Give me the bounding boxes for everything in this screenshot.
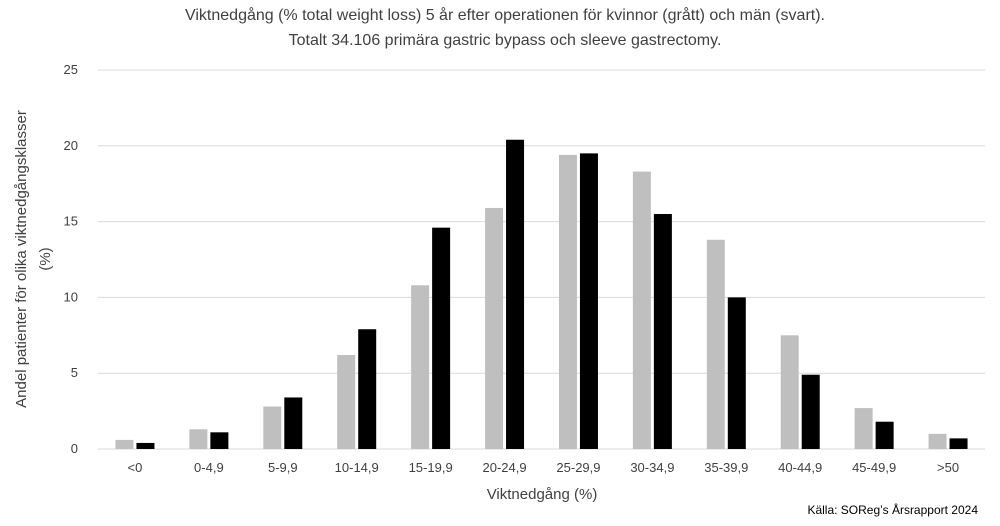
chart-title-line-1: Viktnedgång (% total weight loss) 5 år e…: [185, 6, 825, 24]
y-tick-label: 25: [64, 62, 78, 77]
y-axis-ticks: 0 5 10 15 20 25: [64, 62, 78, 456]
bar-women: [558, 154, 577, 449]
y-tick-label: 15: [64, 214, 78, 229]
y-axis-label-line-2: (%): [37, 247, 54, 270]
bar-women: [854, 408, 873, 449]
x-tick-label: 15-19,9: [409, 460, 453, 475]
x-tick-label: 5-9,9: [268, 460, 298, 475]
y-tick-label: 5: [71, 365, 78, 380]
bar-men: [432, 227, 451, 449]
bar-women: [263, 406, 282, 449]
bar-women: [337, 355, 356, 449]
bar-women: [189, 429, 208, 449]
bar-men: [136, 442, 155, 449]
y-tick-label: 0: [71, 441, 78, 456]
gridlines: [98, 69, 985, 450]
bar-men: [727, 297, 746, 449]
y-axis-label-line-1: Andel patienter för olika viktnedgångskl…: [13, 110, 30, 408]
bar-women: [632, 171, 651, 449]
bar-women: [411, 285, 430, 449]
bar-women: [115, 439, 134, 449]
bar-men: [358, 329, 377, 449]
bar-men: [284, 397, 303, 449]
bar-men: [579, 153, 598, 449]
chart-title: Viktnedgång (% total weight loss) 5 år e…: [185, 6, 825, 49]
x-axis-label: Viktnedgång (%): [487, 486, 598, 503]
bar-women: [780, 335, 799, 449]
bar-men: [653, 214, 672, 449]
bars: [115, 139, 968, 449]
y-tick-label: 20: [64, 138, 78, 153]
x-tick-label: 20-24,9: [482, 460, 526, 475]
x-tick-label: >50: [937, 460, 959, 475]
y-tick-label: 10: [64, 289, 78, 304]
source-note: Källa: SOReg’s Årsrapport 2024: [807, 502, 978, 517]
bar-women: [928, 433, 947, 449]
bar-men: [949, 438, 968, 449]
x-tick-label: 35-39,9: [704, 460, 748, 475]
x-tick-label: 40-44,9: [778, 460, 822, 475]
chart-title-line-2: Totalt 34.106 primära gastric bypass och…: [289, 32, 722, 49]
bar-men: [801, 374, 820, 449]
x-tick-label: 0-4,9: [194, 460, 224, 475]
x-tick-label: 45-49,9: [852, 460, 896, 475]
x-tick-label: <0: [128, 460, 143, 475]
bar-men: [506, 139, 525, 449]
x-axis-ticks: <0 0-4,9 5-9,9 10-14,9 15-19,9 20-24,9 25-29,9…: [128, 460, 960, 475]
x-tick-label: 25-29,9: [556, 460, 600, 475]
bar-men: [875, 421, 894, 449]
x-tick-label: 10-14,9: [335, 460, 379, 475]
x-tick-label: 30-34,9: [630, 460, 674, 475]
y-axis-label: Andel patienter för olika viktnedgångskl…: [13, 110, 54, 408]
bar-men: [210, 432, 229, 449]
bar-women: [485, 207, 504, 449]
bar-women: [706, 239, 725, 449]
